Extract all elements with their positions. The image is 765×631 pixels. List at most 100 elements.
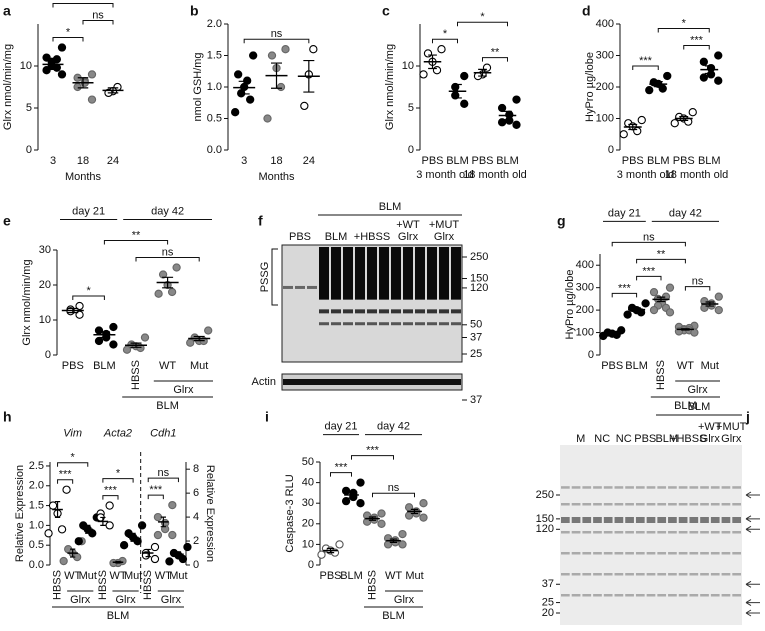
gel-band [635, 517, 645, 523]
data-point [670, 119, 679, 128]
data-point [633, 126, 642, 136]
gel-band [603, 594, 613, 597]
data-point [690, 328, 699, 337]
lane-label: Glrx [700, 433, 721, 445]
error-bar [98, 331, 110, 339]
lane-label: NC [594, 433, 610, 445]
band-arrow [745, 515, 760, 523]
gel-band [582, 594, 592, 597]
group-label: BLM [156, 400, 179, 412]
gel-band [561, 531, 570, 534]
marker-label: 250 [536, 489, 554, 501]
significance-bracket [482, 57, 508, 62]
group-label: Glrx [394, 594, 415, 606]
blot-band [427, 309, 437, 314]
panel-letter: d [582, 3, 591, 19]
gel-band [700, 594, 709, 597]
significance-bracket [683, 45, 710, 50]
group-label: 18 month old [665, 169, 729, 181]
group-label: Glrx [161, 594, 182, 606]
y-tick-label: 300 [576, 282, 594, 294]
data-point [714, 51, 723, 60]
x-tick-label: PBS [601, 360, 623, 372]
gel-band [646, 517, 656, 523]
gel-band [593, 531, 602, 534]
marker-label: 20 [542, 607, 554, 619]
gel-band [678, 552, 688, 555]
data-point [154, 289, 163, 298]
gel-band [614, 573, 624, 576]
gel-band [732, 573, 741, 576]
data-point [437, 45, 446, 54]
x-tick-label: WT [64, 570, 81, 582]
marker-label: 150 [536, 513, 554, 525]
blot-band [415, 322, 425, 326]
y-tick-label: 0 [608, 144, 614, 156]
data-point [105, 521, 114, 530]
y-tick-label: 40 [302, 477, 314, 489]
y-tick-label: 0 [26, 144, 32, 156]
significance-label: ns [271, 28, 283, 40]
gel-band [561, 517, 570, 523]
gel-band [603, 503, 613, 506]
data-point [637, 115, 646, 125]
y2-tick-label: 6 [193, 487, 199, 499]
data-point [641, 299, 650, 308]
group-header: day 21 [72, 205, 105, 217]
error-bar [389, 538, 398, 543]
gel-band [561, 594, 570, 597]
gel-band [657, 552, 667, 555]
error-bar [653, 81, 663, 88]
blot-smear [331, 247, 341, 300]
lane-label: +HBSS [670, 433, 706, 445]
x-tick-label: HBSS [142, 570, 154, 600]
significance-label: ns [692, 276, 704, 288]
significance-label: * [81, 0, 86, 4]
gel-band [689, 573, 699, 576]
gel-band [593, 594, 602, 597]
y-tick-label: 10 [39, 314, 51, 326]
data-point [94, 326, 104, 335]
data-point [419, 499, 428, 508]
y2-tick-label: 8 [193, 463, 199, 475]
blot-band [415, 309, 425, 314]
panel-letter: a [3, 3, 11, 19]
significance-label: * [66, 26, 71, 38]
data-point [178, 554, 188, 564]
error-bar [368, 516, 377, 521]
gel-band [657, 594, 667, 597]
gel-band [668, 517, 677, 523]
y-tick-label: 0 [408, 144, 414, 156]
x-tick-label: Mut [124, 570, 142, 582]
significance-bracket [457, 21, 508, 27]
error-bar [428, 54, 437, 70]
gel-band [710, 594, 720, 597]
significance-bracket [52, 3, 114, 8]
marker-label: 120 [536, 523, 554, 535]
group-header: day 21 [324, 421, 357, 433]
y-tick-label: 0 [308, 559, 314, 571]
data-point [419, 70, 428, 79]
error-bar [704, 65, 714, 75]
blot-band [319, 309, 329, 314]
group-header: day 42 [377, 421, 410, 433]
gel-band [657, 486, 667, 489]
significance-bracket [657, 28, 710, 33]
y-tick-label: 0.0 [207, 144, 222, 156]
data-point [153, 530, 163, 540]
data-point [153, 512, 163, 522]
y-tick-label: 10 [302, 538, 314, 550]
condition-label: BLM [688, 401, 711, 413]
data-point [186, 338, 195, 347]
gel-band [700, 486, 709, 489]
gel-band [561, 573, 570, 576]
significance-bracket [82, 20, 114, 25]
significance-label: *** [639, 55, 653, 67]
gel-band [603, 486, 613, 489]
group-header: Acta2 [103, 428, 132, 440]
error-bar [107, 87, 119, 94]
data-point [699, 73, 708, 82]
data-point [150, 554, 160, 564]
significance-label: *** [618, 282, 632, 294]
significance-label: * [443, 28, 448, 40]
